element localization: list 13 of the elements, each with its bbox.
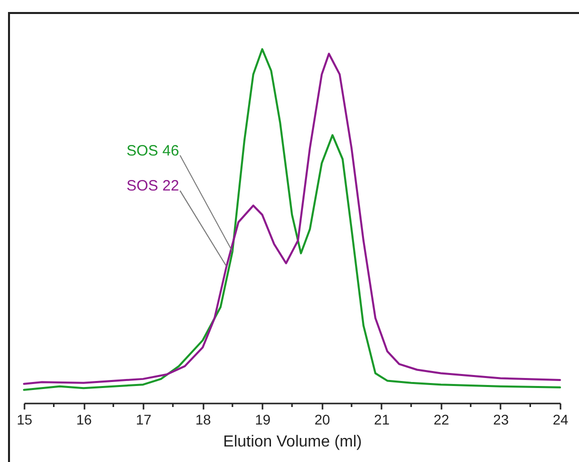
x-tick-label: 23	[493, 412, 509, 428]
x-tick-label: 18	[195, 412, 212, 428]
text: SOS 46	[126, 142, 180, 160]
x-tick-label: 21	[374, 412, 390, 428]
x-tick-label: 17	[136, 412, 152, 428]
x-tick-label: 22	[434, 412, 450, 428]
x-tick-label: 20	[314, 412, 330, 428]
text: SOS 22	[126, 178, 180, 195]
x-tick-label: 24	[552, 412, 568, 428]
x-tick-label: 19	[254, 412, 271, 428]
x-axis-title: Elution Volume (ml)	[223, 434, 362, 450]
x-tick-label: 16	[76, 412, 92, 428]
x-tick-label: 15	[16, 412, 32, 428]
